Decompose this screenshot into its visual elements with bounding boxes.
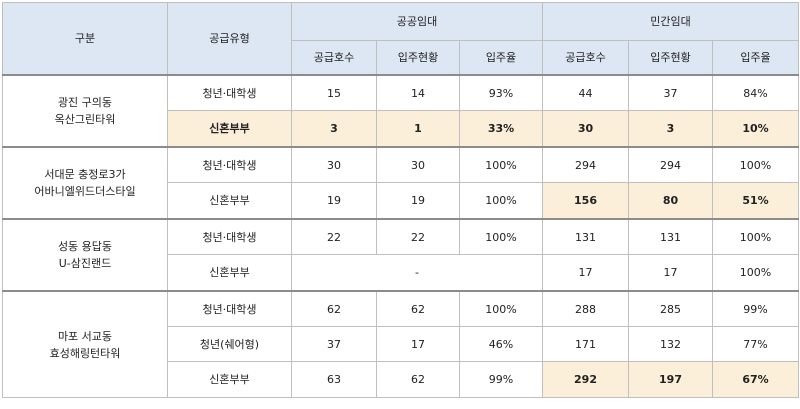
header-supply-type: 공급유형 [167, 2, 292, 76]
table-row: 청년(쉐어형) 37 17 46% 171 132 77% [3, 326, 799, 362]
header-private-occupancy-rate: 입주율 [712, 40, 799, 76]
table-row: 광진 구의동 옥산그린타워 청년·대학생 15 14 93% 44 37 84% [2, 74, 799, 148]
supply-type-cell: 신혼부부 [167, 254, 292, 292]
table-row: 신혼부부 19 19 100% 156 80 51% [3, 182, 799, 220]
private-occupancy-cell: 17 [628, 254, 713, 292]
private-supply-cell: 288 [542, 290, 629, 327]
public-rate-cell: 46% [459, 326, 543, 362]
rental-occupancy-table: 구분 공급유형 공공임대 민간임대 공급호수 입주현황 입주율 공급호수 입주현… [2, 2, 799, 398]
public-rate-cell: 100% [459, 182, 543, 220]
public-supply-cell: 30 [291, 146, 377, 183]
supply-type-cell: 신혼부부 [167, 110, 292, 148]
private-occupancy-cell: 3 [628, 110, 713, 148]
public-occupancy-cell: 19 [376, 182, 460, 220]
private-occupancy-cell: 131 [628, 218, 713, 255]
private-supply-cell: 171 [542, 326, 629, 362]
supply-type-cell: 신혼부부 [167, 182, 292, 220]
header-public-rental: 공공임대 [291, 2, 543, 41]
public-merged-cell: - [291, 254, 543, 292]
public-occupancy-cell: 1 [376, 110, 460, 148]
private-rate-cell: 10% [712, 110, 799, 148]
public-rate-cell: 100% [459, 290, 543, 327]
public-rate-cell: 99% [459, 361, 543, 398]
header-private-supply-units: 공급호수 [542, 40, 629, 76]
public-rate-cell: 93% [459, 74, 543, 111]
location-cell: 마포 서교동 효성해링턴타워 [2, 290, 168, 398]
supply-type-cell: 청년·대학생 [167, 146, 292, 183]
public-supply-cell: 19 [291, 182, 377, 220]
table-row: 신혼부부 63 62 99% 292 197 67% [3, 361, 799, 398]
public-supply-cell: 63 [291, 361, 377, 398]
header-public-occupancy-status: 입주현황 [376, 40, 460, 76]
private-rate-cell: 100% [712, 254, 799, 292]
private-rate-cell: 51% [712, 182, 799, 220]
private-supply-cell: 156 [542, 182, 629, 220]
table-row: 신혼부부 3 1 33% 30 3 10% [3, 110, 799, 148]
supply-type-cell: 청년·대학생 [167, 74, 292, 111]
public-supply-cell: 3 [291, 110, 377, 148]
table-row: 마포 서교동 효성해링턴타워 청년·대학생 62 62 100% 288 285… [2, 290, 799, 398]
private-supply-cell: 17 [542, 254, 629, 292]
private-occupancy-cell: 132 [628, 326, 713, 362]
table-row: 성동 용답동 U-삼진랜드 청년·대학생 22 22 100% 131 131 … [2, 218, 799, 292]
private-occupancy-cell: 37 [628, 74, 713, 111]
header-division: 구분 [2, 2, 168, 76]
public-rate-cell: 100% [459, 146, 543, 183]
header-public-occupancy-rate: 입주율 [459, 40, 543, 76]
private-rate-cell: 67% [712, 361, 799, 398]
header-public-supply-units: 공급호수 [291, 40, 377, 76]
private-rate-cell: 77% [712, 326, 799, 362]
location-cell: 서대문 충정로3가 어바니엘위드더스타일 [2, 146, 168, 220]
private-rate-cell: 99% [712, 290, 799, 327]
private-supply-cell: 292 [542, 361, 629, 398]
supply-type-cell: 청년(쉐어형) [167, 326, 292, 362]
public-occupancy-cell: 62 [376, 361, 460, 398]
location-cell: 성동 용답동 U-삼진랜드 [2, 218, 168, 292]
public-rate-cell: 33% [459, 110, 543, 148]
supply-type-cell: 청년·대학생 [167, 218, 292, 255]
public-occupancy-cell: 14 [376, 74, 460, 111]
header-private-rental: 민간임대 [542, 2, 799, 41]
private-rate-cell: 84% [712, 74, 799, 111]
public-supply-cell: 15 [291, 74, 377, 111]
private-supply-cell: 131 [542, 218, 629, 255]
table-row: 신혼부부 - 17 17 100% [3, 254, 799, 292]
private-supply-cell: 44 [542, 74, 629, 111]
supply-type-cell: 신혼부부 [167, 361, 292, 398]
public-supply-cell: 22 [291, 218, 377, 255]
private-occupancy-cell: 294 [628, 146, 713, 183]
public-supply-cell: 37 [291, 326, 377, 362]
private-occupancy-cell: 197 [628, 361, 713, 398]
header-private-occupancy-status: 입주현황 [628, 40, 713, 76]
public-supply-cell: 62 [291, 290, 377, 327]
private-occupancy-cell: 80 [628, 182, 713, 220]
table-row: 서대문 충정로3가 어바니엘위드더스타일 청년·대학생 30 30 100% 2… [2, 146, 799, 220]
public-rate-cell: 100% [459, 218, 543, 255]
public-occupancy-cell: 17 [376, 326, 460, 362]
private-rate-cell: 100% [712, 218, 799, 255]
public-occupancy-cell: 30 [376, 146, 460, 183]
location-cell: 광진 구의동 옥산그린타워 [2, 74, 168, 148]
private-supply-cell: 30 [542, 110, 629, 148]
public-occupancy-cell: 62 [376, 290, 460, 327]
private-supply-cell: 294 [542, 146, 629, 183]
private-rate-cell: 100% [712, 146, 799, 183]
private-occupancy-cell: 285 [628, 290, 713, 327]
public-occupancy-cell: 22 [376, 218, 460, 255]
supply-type-cell: 청년·대학생 [167, 290, 292, 327]
